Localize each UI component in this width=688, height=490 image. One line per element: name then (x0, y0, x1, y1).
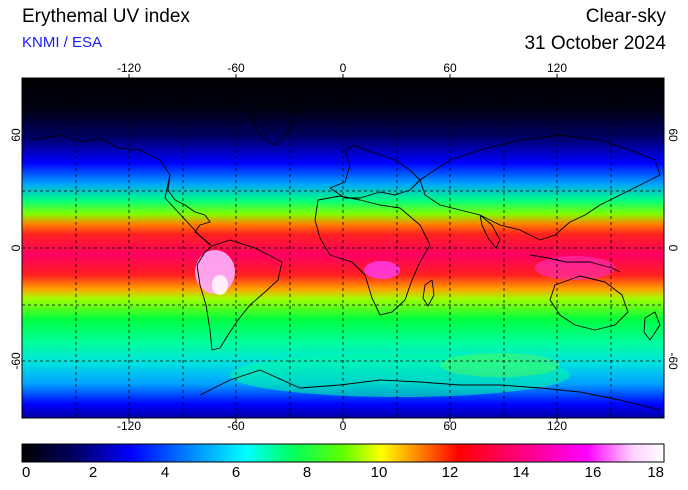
ozone-low-band (440, 353, 560, 377)
colorbar-label: 14 (512, 464, 530, 481)
colorbar-label: 4 (160, 464, 170, 481)
madagascar-coast (422, 279, 435, 307)
lat-tick-left: 60 (9, 128, 23, 142)
coastlines (29, 104, 661, 411)
lon-tick-bottom: 120 (546, 419, 568, 433)
indonesia-coast (529, 254, 621, 273)
colorbar-label: 0 (22, 464, 31, 481)
new-zealand-coast (643, 311, 661, 341)
maritime-hotspot (535, 256, 615, 280)
colorbar-label: 6 (231, 464, 241, 481)
map-title: Erythemal UV index (22, 6, 190, 27)
date-label: 31 October 2024 (524, 33, 666, 54)
lat-tick-left: -60 (9, 352, 23, 370)
colorbar-label: 16 (584, 464, 602, 481)
lon-tick-bottom: 0 (339, 419, 347, 433)
lat-tick-right: -60 (666, 352, 680, 370)
colorbar-label: 18 (647, 464, 664, 481)
map-frame (21, 77, 665, 419)
lon-tick-bottom: -60 (227, 419, 245, 433)
antarctica-coast (199, 369, 661, 411)
central-america-coast (164, 174, 211, 246)
lat-tick-right: 0 (666, 244, 680, 252)
lon-tick-top: -120 (116, 61, 142, 75)
frame-ticks (128, 74, 558, 422)
colorbar-label: 2 (88, 464, 98, 481)
antarctic-band (230, 353, 570, 397)
source-label: KNMI / ESA (22, 34, 103, 51)
lon-tick-bottom: 60 (443, 419, 457, 433)
lon-tick-top: 0 (339, 61, 347, 75)
condition-label: Clear-sky (585, 6, 666, 27)
colorbar (21, 443, 665, 463)
graticule (22, 78, 664, 418)
lon-tick-top: 60 (443, 61, 457, 75)
colorbar-label: 8 (302, 464, 312, 481)
australia-coast (549, 275, 629, 331)
asia-coast (419, 134, 661, 241)
lat-tick-right: 60 (666, 128, 680, 142)
africa-hotspot (364, 261, 400, 279)
lat-tick-left: 0 (9, 244, 23, 252)
africa-coast (314, 195, 431, 316)
lon-tick-top: 120 (546, 61, 568, 75)
europe-coast (329, 144, 421, 199)
north-america-coast (29, 134, 213, 247)
lon-tick-bottom: -120 (116, 419, 142, 433)
colorbar-label: 12 (441, 464, 459, 481)
south-america-coast (196, 239, 283, 351)
lon-tick-top: -60 (227, 61, 245, 75)
greenland-coast (249, 104, 296, 146)
andes-peak (212, 275, 228, 295)
colorbar-label: 10 (370, 464, 388, 481)
